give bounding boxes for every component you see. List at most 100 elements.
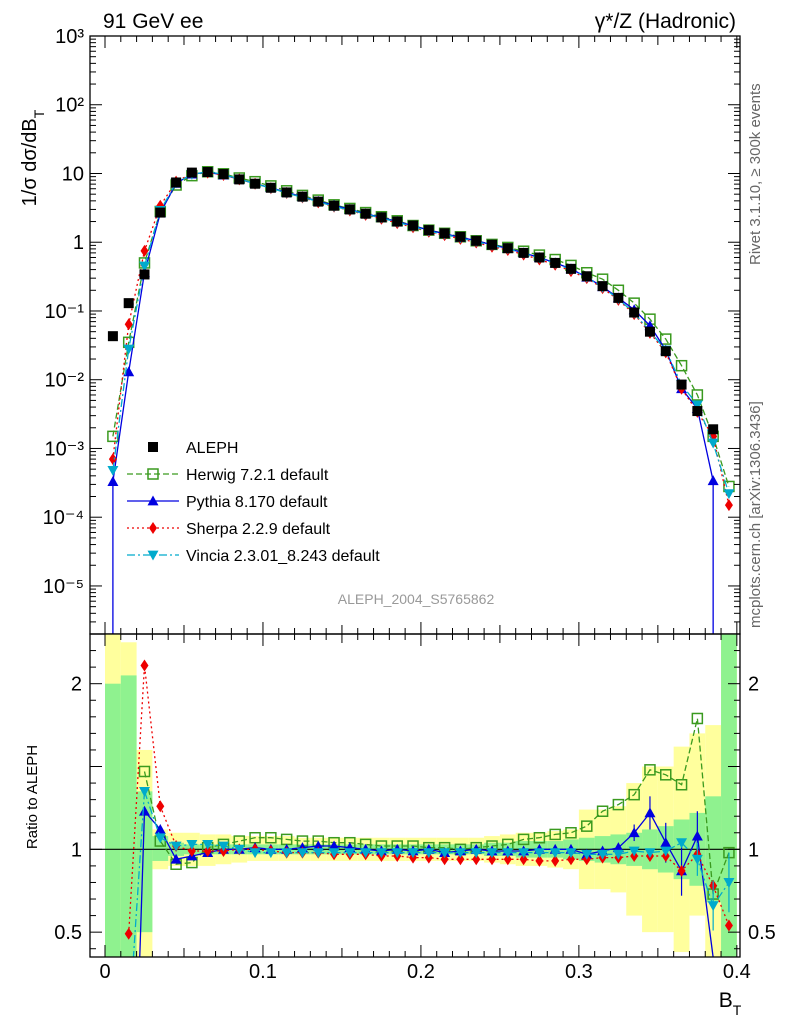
main-axes: 10³ 10² 10 1 10⁻¹ 10⁻² 10⁻³ 10⁻⁴ 10⁻⁵	[43, 26, 741, 635]
aleph-legend-label: ALEPH	[186, 440, 238, 457]
vincia-main-line	[112, 171, 730, 494]
vincia-legend-marker	[147, 550, 159, 561]
vincia-ratio-point	[360, 848, 372, 859]
herwig-ratio-point	[581, 820, 593, 832]
vincia-ratio-point	[138, 786, 150, 797]
vincia-ratio-point	[628, 846, 640, 857]
vincia-ratio-point	[170, 841, 182, 852]
main-frame	[89, 35, 741, 635]
sherpa-main-point	[124, 318, 133, 331]
vincia-ratio-point	[691, 854, 703, 865]
vincia-ratio-point	[470, 848, 482, 859]
ratio-y-tick-label-right: 0.5	[748, 922, 776, 944]
pythia-ratio-point	[691, 830, 703, 841]
aleph-data-point	[202, 167, 213, 178]
ratio-y-axis-title: Ratio to ALEPH	[24, 745, 41, 849]
sherpa-ratio-point	[472, 853, 481, 866]
main-y-tick-label: 10²	[55, 95, 84, 117]
aleph-data-point	[265, 182, 276, 193]
vincia-main-point	[691, 400, 703, 411]
ratio-series-layer	[124, 659, 735, 958]
aleph-data-point	[518, 247, 529, 258]
aleph-data-point	[139, 269, 150, 280]
aleph-data-point	[171, 177, 182, 188]
xlabel-subscript: T	[733, 1002, 742, 1018]
main-y-tick-label: 10⁻⁴	[43, 507, 84, 529]
ratio-axes: 2 2 1 1 0.5 0.5 0 0.1 0.2 0.3 0.4	[54, 633, 776, 983]
pythia-ratio-point	[138, 805, 150, 816]
vincia-main-point	[707, 438, 719, 449]
main-y-tick-label: 10⁻²	[45, 370, 85, 392]
vincia-legend-label: Vincia 2.3.01_8.243 default	[186, 548, 380, 565]
sherpa-ratio-point	[566, 853, 575, 866]
herwig-ratio-point	[549, 828, 561, 841]
aleph-data-point	[313, 196, 324, 207]
x-tick-label: 0.4	[723, 961, 751, 983]
aleph-data-point	[581, 271, 592, 282]
pythia-ratio-point	[154, 823, 166, 834]
pythia-ratio-point	[660, 837, 672, 848]
aleph-data-point	[708, 424, 719, 435]
ratio-frame	[89, 633, 741, 958]
aleph-data-point	[107, 331, 118, 342]
vincia-ratio-point	[344, 848, 356, 859]
analysis-watermark: ALEPH_2004_S5765862	[338, 591, 495, 607]
aleph-data-point	[613, 292, 624, 303]
aleph-data-point	[692, 406, 703, 417]
vincia-ratio-point	[454, 848, 466, 859]
vincia-ratio-point	[233, 844, 245, 855]
main-y-tick-label: 10⁻³	[45, 438, 85, 460]
aleph-data-point	[644, 326, 655, 337]
vincia-ratio-point	[676, 838, 688, 849]
herwig-legend-label: Herwig 7.2.1 default	[186, 467, 329, 484]
main-y-tick-label: 10⁻¹	[45, 301, 85, 323]
vincia-ratio-point	[249, 848, 261, 859]
ratio-band-inner-bin	[105, 683, 121, 957]
ratio-y-tick-label: 2	[71, 674, 82, 696]
herwig-ratio-point	[565, 827, 577, 839]
herwig-ratio-point	[644, 764, 656, 776]
sherpa-ratio-point	[724, 919, 733, 932]
aleph-data-point	[676, 379, 687, 390]
mcplots-label: mcplots.cern.ch [arXiv:1306.3436]	[747, 401, 764, 628]
sherpa-ratio-line	[128, 665, 730, 934]
ratio-y-tick-label-right: 1	[748, 839, 759, 861]
vincia-ratio-point	[565, 848, 577, 859]
pythia-ratio-point	[328, 840, 340, 851]
herwig-ratio-point	[612, 798, 625, 811]
herwig-ratio-point	[533, 831, 546, 844]
vincia-ratio-point	[439, 848, 451, 859]
vincia-ratio-point	[328, 848, 340, 859]
main-y-axis-title-text: 1/σ dσ/dBT	[19, 109, 47, 206]
vincia-ratio-point	[154, 833, 166, 844]
herwig-ratio-point	[691, 712, 704, 725]
herwig-ratio-line	[143, 718, 730, 895]
vincia-ratio-point	[265, 848, 277, 859]
pythia-ratio-point	[628, 827, 640, 838]
main-y-tick-label: 10⁻⁵	[43, 576, 84, 598]
herwig-ratio-point	[265, 831, 277, 844]
pythia-ratio-point	[644, 807, 656, 818]
pythia-legend-marker	[147, 495, 159, 506]
vincia-ratio-point	[518, 848, 530, 859]
ratio-y-tick-label-right: 2	[748, 674, 759, 696]
vincia-ratio-point	[660, 846, 672, 857]
ratio-y-tick-label: 1	[71, 839, 82, 861]
pythia-main-point	[707, 475, 719, 486]
pythia-legend-label: Pythia 8.170 default	[186, 494, 328, 511]
ratio-band-inner-bin	[120, 675, 137, 957]
rivet-version-label: Rivet 3.1.10, ≥ 300k events	[747, 83, 764, 265]
sherpa-main-point	[140, 244, 149, 257]
sherpa-ratio-point	[551, 854, 560, 867]
ratio-y-tick-label: 0.5	[54, 922, 82, 944]
sherpa-ratio-point	[488, 853, 497, 866]
aleph-data-point	[329, 200, 340, 211]
vincia-ratio-point	[597, 849, 609, 860]
sherpa-ratio-point	[440, 853, 449, 866]
herwig-main-point	[675, 359, 688, 372]
sherpa-legend-marker	[149, 522, 157, 534]
ylabel-subscript: T	[31, 109, 47, 118]
vincia-ratio-point	[612, 849, 624, 860]
sherpa-ratio-point	[124, 927, 133, 940]
sherpa-main-point	[724, 499, 733, 512]
